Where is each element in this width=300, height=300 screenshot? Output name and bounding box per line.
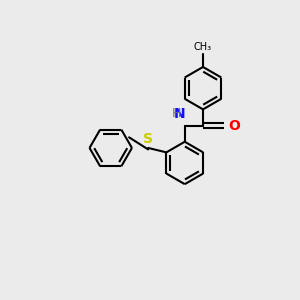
Text: O: O xyxy=(228,118,240,133)
Text: CH₃: CH₃ xyxy=(194,42,212,52)
Text: N: N xyxy=(174,107,185,122)
Text: S: S xyxy=(143,133,153,146)
Text: H: H xyxy=(172,107,181,120)
